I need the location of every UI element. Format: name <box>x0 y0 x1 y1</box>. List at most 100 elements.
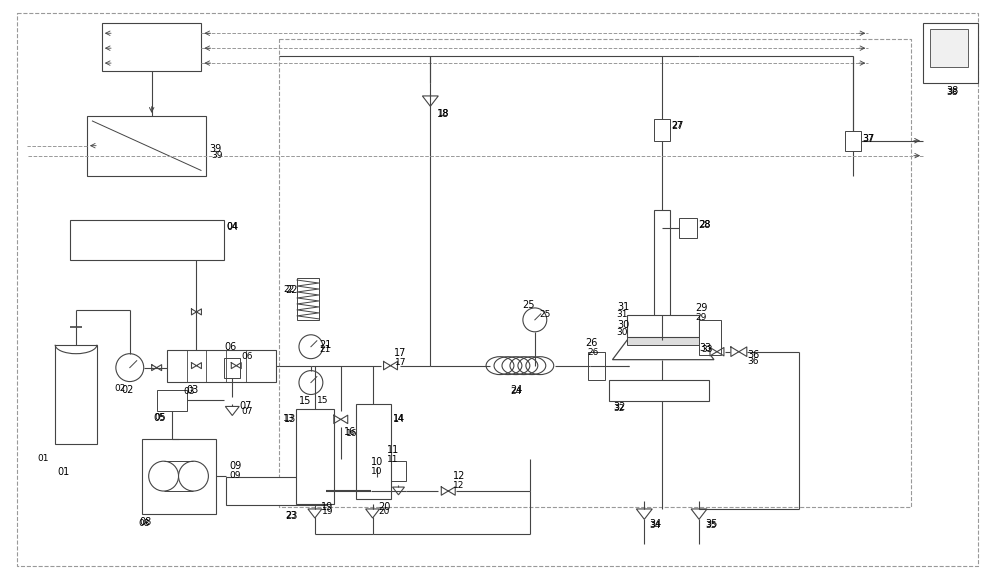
Circle shape <box>179 461 208 491</box>
Text: 33: 33 <box>699 343 711 353</box>
Bar <box>588 352 605 379</box>
Bar <box>226 477 326 505</box>
Text: 34: 34 <box>649 521 661 530</box>
Bar <box>297 278 319 320</box>
Text: 01: 01 <box>37 454 49 463</box>
Bar <box>356 404 391 499</box>
Text: 15: 15 <box>299 396 311 407</box>
Text: 21: 21 <box>319 340 331 350</box>
Polygon shape <box>612 340 714 360</box>
Text: 29: 29 <box>695 303 707 313</box>
Text: 14: 14 <box>393 414 404 424</box>
Text: 18: 18 <box>438 109 450 118</box>
Bar <box>167 350 276 382</box>
Text: 32: 32 <box>613 404 625 414</box>
Text: 17: 17 <box>394 347 406 358</box>
Polygon shape <box>422 96 438 106</box>
Bar <box>157 389 187 411</box>
Text: 11: 11 <box>387 445 399 455</box>
Text: 20: 20 <box>379 507 390 516</box>
Bar <box>845 131 861 150</box>
Text: 08: 08 <box>139 519 150 528</box>
Text: 20: 20 <box>379 502 391 512</box>
Text: 06: 06 <box>241 352 253 361</box>
Text: 12: 12 <box>453 481 465 490</box>
Text: 03: 03 <box>187 385 199 394</box>
Bar <box>279 39 911 507</box>
Polygon shape <box>225 407 239 415</box>
Text: 37: 37 <box>862 134 875 144</box>
Text: 09: 09 <box>229 461 242 471</box>
Text: 30: 30 <box>617 320 630 330</box>
Text: 35: 35 <box>705 521 717 530</box>
Bar <box>923 23 978 83</box>
Text: 04: 04 <box>226 223 238 231</box>
Text: 39: 39 <box>211 150 223 160</box>
Text: 31: 31 <box>616 310 628 319</box>
Text: 24: 24 <box>510 385 522 394</box>
Text: 29: 29 <box>695 313 706 322</box>
Text: 38: 38 <box>946 88 957 97</box>
Text: 19: 19 <box>321 502 333 512</box>
Bar <box>70 220 224 260</box>
Text: 36: 36 <box>747 357 758 365</box>
Text: 15: 15 <box>317 396 328 406</box>
Circle shape <box>299 335 323 358</box>
Text: 19: 19 <box>322 507 333 516</box>
Text: 01: 01 <box>57 467 69 477</box>
Text: 06: 06 <box>224 342 237 352</box>
Text: 09: 09 <box>229 471 241 480</box>
Bar <box>627 335 699 345</box>
Bar <box>654 119 670 141</box>
Polygon shape <box>308 509 322 518</box>
Bar <box>87 116 206 175</box>
Bar <box>296 410 334 504</box>
Text: 18: 18 <box>437 109 450 119</box>
Bar <box>142 439 216 514</box>
Text: 26: 26 <box>586 338 598 347</box>
Text: 11: 11 <box>387 455 398 464</box>
Text: 30: 30 <box>616 328 628 337</box>
Text: 33: 33 <box>701 345 713 354</box>
Text: 38: 38 <box>946 86 958 96</box>
Text: 39: 39 <box>209 144 222 154</box>
Text: 28: 28 <box>698 220 710 230</box>
Polygon shape <box>691 509 707 519</box>
Text: 13: 13 <box>284 414 296 424</box>
Text: 31: 31 <box>617 302 630 312</box>
Text: 28: 28 <box>699 220 710 229</box>
Polygon shape <box>636 509 652 519</box>
Text: 24: 24 <box>510 386 521 396</box>
Text: 26: 26 <box>588 347 599 357</box>
Text: 35: 35 <box>705 519 717 529</box>
Text: 36: 36 <box>747 350 759 360</box>
Text: 32: 32 <box>613 403 626 413</box>
Bar <box>930 29 968 67</box>
Text: 07: 07 <box>239 401 252 411</box>
Bar <box>224 358 240 378</box>
Text: 02: 02 <box>122 385 134 394</box>
Bar <box>55 345 97 444</box>
Bar <box>391 461 406 481</box>
Bar <box>627 315 699 337</box>
Text: 05: 05 <box>155 414 166 422</box>
Text: 25: 25 <box>522 300 534 310</box>
Text: 10: 10 <box>371 457 383 467</box>
Polygon shape <box>366 509 380 518</box>
Bar <box>102 23 201 71</box>
Text: 25: 25 <box>540 310 551 319</box>
Bar <box>654 210 670 340</box>
Text: 23: 23 <box>285 511 296 520</box>
Text: 13: 13 <box>283 414 295 424</box>
Text: 16: 16 <box>346 429 357 438</box>
Text: 22: 22 <box>283 285 294 294</box>
Text: 21: 21 <box>319 345 330 354</box>
Bar <box>609 379 709 401</box>
Circle shape <box>149 461 179 491</box>
Text: 16: 16 <box>344 428 356 437</box>
Text: 27: 27 <box>671 121 684 131</box>
Text: 34: 34 <box>649 519 662 529</box>
Text: 22: 22 <box>285 285 298 295</box>
Text: 23: 23 <box>285 511 297 521</box>
Text: 02: 02 <box>115 383 126 393</box>
